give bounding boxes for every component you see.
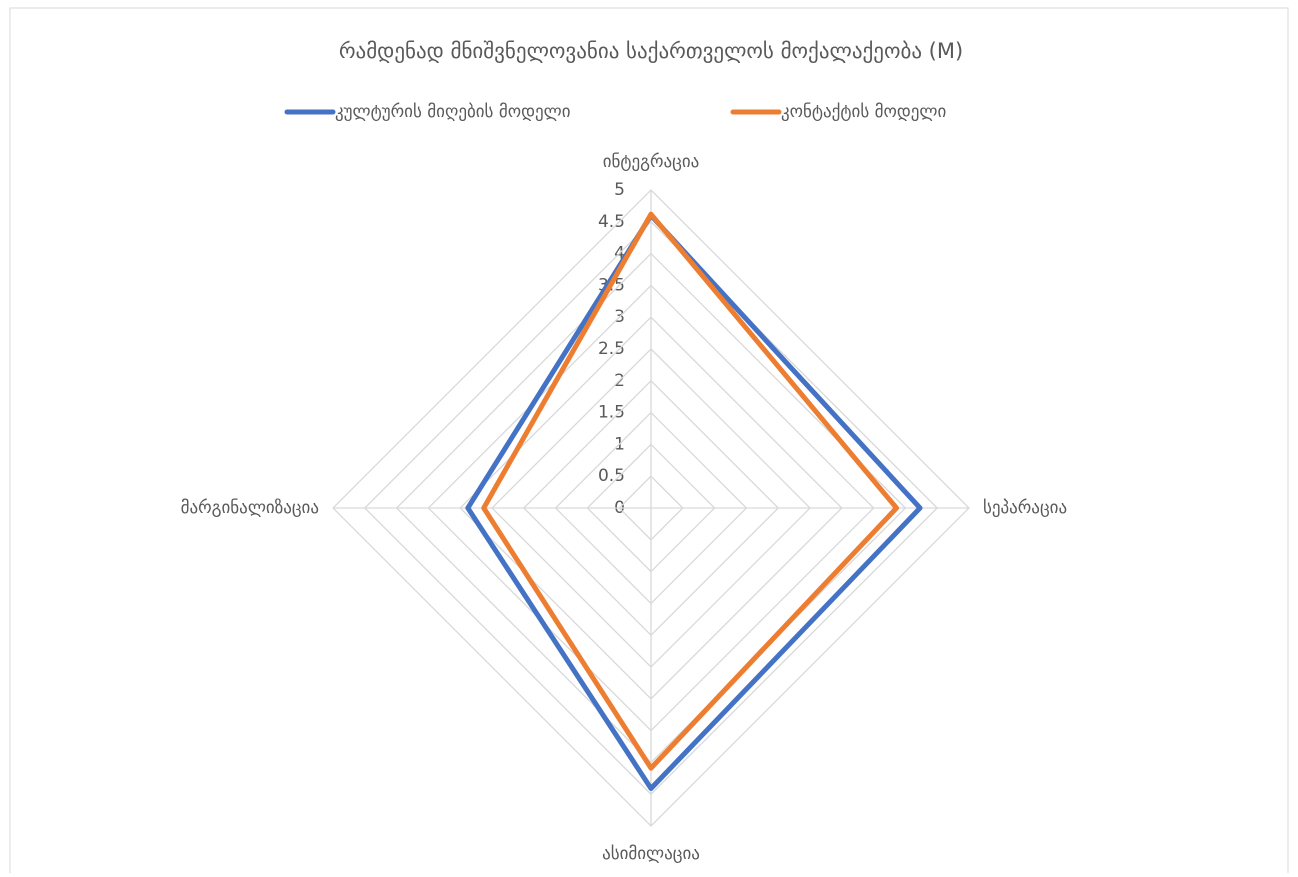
category-label: ასიმილაცია [602,844,700,864]
r-tick-label: 1.5 [598,403,625,423]
category-label: სეპარაცია [983,498,1067,518]
legend-label: კულტურის მიღების მოდელი [335,102,571,122]
series-line [481,211,899,771]
r-tick-label: 0.5 [598,466,625,486]
category-label: ინტეგრაცია [603,152,700,172]
r-tick-label: 5 [614,180,625,200]
category-label: მარგინალიზაცია [181,498,319,518]
r-tick-label: 2.5 [598,339,625,359]
chart-title: რამდენად მნიშვნელოვანია საქართველოს მოქა… [339,39,963,63]
chart-border [9,7,1289,877]
r-tick-label: 4.5 [598,212,625,232]
legend-label: კონტაქტის მოდელი [781,102,946,122]
series-line [465,212,923,791]
